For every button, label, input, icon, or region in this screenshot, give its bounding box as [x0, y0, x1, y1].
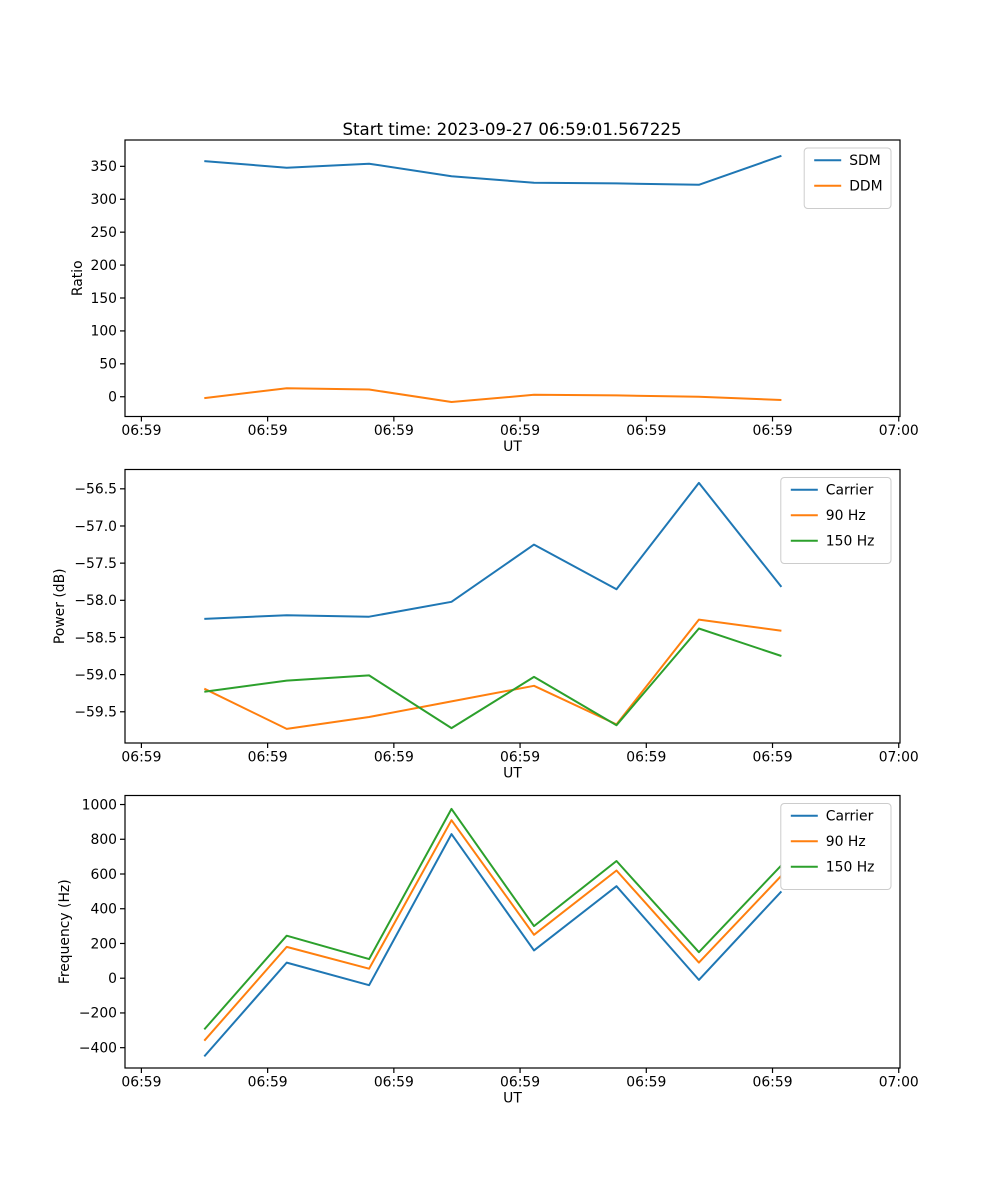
y-tick-label: 350 [90, 159, 117, 175]
x-tick-label: 06:59 [500, 1075, 540, 1091]
y-tick-label: 800 [90, 832, 117, 848]
legend-box [780, 803, 892, 890]
y-tick-label: 200 [90, 936, 117, 952]
legend-label-sdm: SDM [849, 153, 881, 169]
y-tick-label: 250 [90, 225, 117, 241]
y-tick-label: −200 [79, 1006, 117, 1022]
y-tick-label: −400 [79, 1040, 117, 1056]
y-tick-label: 0 [108, 390, 117, 406]
x-tick-label: 06:59 [500, 750, 540, 766]
y-tick-label: −57.5 [74, 556, 117, 572]
legend-label-ddm: DDM [849, 179, 882, 195]
legend-label-150-hz: 150 Hz [826, 860, 875, 876]
y-axis-label: Frequency (Hz) [57, 879, 73, 984]
series-line-150-hz [204, 627, 782, 730]
y-axis-label: Ratio [70, 260, 86, 296]
y-tick-label: 300 [90, 192, 117, 208]
x-axis-label: UT [503, 766, 522, 782]
x-tick-label: 06:59 [626, 1075, 666, 1091]
y-tick-label: 100 [90, 324, 117, 340]
y-tick-label: −59.0 [74, 667, 117, 683]
legend-box [803, 147, 892, 209]
x-tick-label: 07:00 [879, 1075, 919, 1091]
y-tick-label: −58.0 [74, 593, 117, 609]
x-tick-label: 06:59 [374, 750, 414, 766]
legend-box [780, 477, 892, 564]
x-axis-label: UT [503, 1091, 522, 1107]
y-tick-label: 50 [99, 357, 117, 373]
y-axis-label: Power (dB) [52, 568, 68, 644]
x-tick-label: 06:59 [753, 423, 793, 439]
axes-2: 06:59 06:59 06:59 06:59 06:59 06:59 07:00 −56.5… [52, 468, 919, 782]
legend-label-90-hz: 90 Hz [826, 508, 866, 524]
series-line-90-hz [203, 618, 782, 730]
series-line-sdm [204, 154, 782, 186]
y-tick-label: 1000 [82, 797, 117, 813]
y-tick-label: 600 [90, 867, 117, 883]
y-tick-label: −59.5 [74, 705, 117, 721]
series-line-ddm [204, 387, 782, 403]
axes-1: 06:59 06:59 06:59 06:59 06:59 06:59 07:00 0 50 10… [70, 139, 919, 455]
y-tick-label: −56.5 [74, 482, 117, 498]
x-tick-label: 06:59 [753, 1075, 793, 1091]
series-line-90-hz [203, 819, 783, 1042]
series-line-carrier [203, 833, 783, 1058]
x-tick-label: 06:59 [500, 423, 540, 439]
legend: Carrier 90 Hz 150 Hz [780, 803, 892, 890]
plot-frame [124, 139, 901, 418]
figure-title: Start time: 2023-09-27 06:59:01.567225 [342, 120, 682, 139]
x-tick-label: 06:59 [248, 423, 288, 439]
axes-3: 06:59 06:59 06:59 06:59 06:59 06:59 07:00 1000 8… [57, 794, 919, 1107]
legend: Carrier 90 Hz 150 Hz [780, 477, 892, 564]
x-tick-label: 06:59 [374, 423, 414, 439]
legend-label-carrier: Carrier [826, 483, 874, 499]
x-tick-label: 07:00 [879, 750, 919, 766]
y-tick-label: 150 [90, 291, 117, 307]
x-tick-label: 06:59 [626, 423, 666, 439]
y-tick-label: 0 [108, 971, 117, 987]
y-tick-label: 400 [90, 902, 117, 918]
x-axis-label: UT [503, 439, 522, 455]
series-line-150-hz [203, 807, 783, 1031]
x-tick-label: 06:59 [121, 1075, 161, 1091]
legend-label-150-hz: 150 Hz [826, 534, 875, 550]
series-line-carrier [204, 481, 783, 620]
y-tick-label: 200 [90, 258, 117, 274]
x-tick-label: 06:59 [121, 423, 161, 439]
legend-label-carrier: Carrier [826, 809, 874, 825]
plot-frame [124, 468, 901, 744]
x-tick-label: 06:59 [626, 750, 666, 766]
x-tick-label: 06:59 [248, 750, 288, 766]
x-tick-label: 06:59 [753, 750, 793, 766]
plot-frame [124, 794, 901, 1069]
x-tick-label: 06:59 [374, 1075, 414, 1091]
legend-label-90-hz: 90 Hz [826, 834, 866, 850]
x-tick-label: 06:59 [248, 1075, 288, 1091]
x-tick-label: 07:00 [879, 423, 919, 439]
y-tick-label: −58.5 [74, 630, 117, 646]
legend: SDM DDM [803, 147, 892, 209]
x-tick-label: 06:59 [121, 750, 161, 766]
y-tick-label: −57.0 [74, 519, 117, 535]
